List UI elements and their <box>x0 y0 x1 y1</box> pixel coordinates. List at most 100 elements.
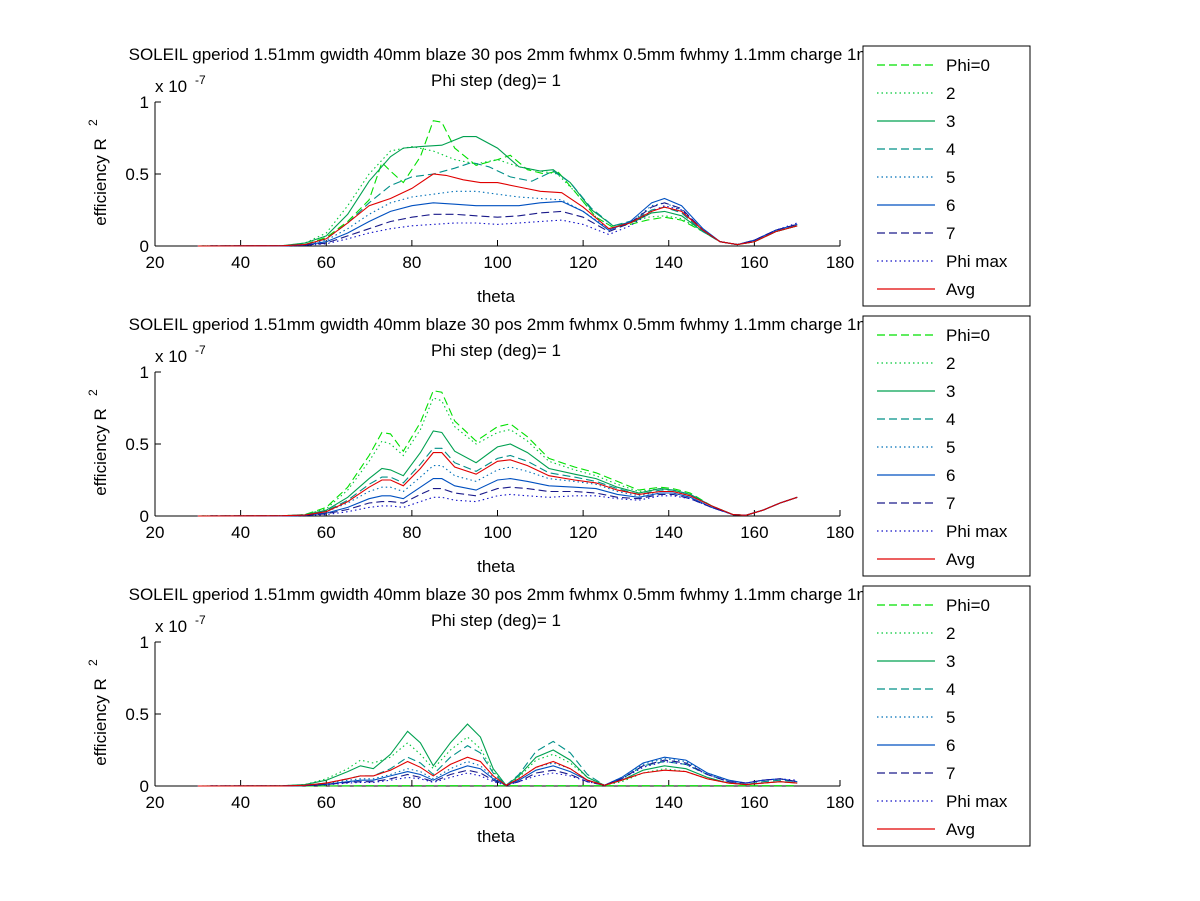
chart-title: SOLEIL gperiod 1.51mm gwidth 40mm blaze … <box>129 315 962 334</box>
y-multiplier: x 10 <box>155 617 187 636</box>
x-tick-label: 180 <box>826 253 854 272</box>
x-tick-label: 20 <box>146 523 165 542</box>
legend-entry-label: Avg <box>946 820 975 839</box>
y-tick-label: 0 <box>140 777 149 796</box>
legend-entry-label: 6 <box>946 736 955 755</box>
legend-entry-label: Phi=0 <box>946 326 990 345</box>
x-tick-label: 80 <box>402 523 421 542</box>
x-axis-label: theta <box>477 287 515 306</box>
legend-entry-label: 7 <box>946 224 955 243</box>
x-tick-label: 120 <box>569 793 597 812</box>
y-tick-label: 1 <box>140 633 149 652</box>
x-tick-label: 160 <box>740 253 768 272</box>
legend-entry-label: Avg <box>946 550 975 569</box>
x-tick-label: 100 <box>483 523 511 542</box>
x-tick-label: 100 <box>483 793 511 812</box>
chart-panel-2: 20 40 60 80 100 120 140 160 180 0 0.5 1 x 10 -7 SOLEIL… <box>86 315 1031 577</box>
x-tick-label: 80 <box>402 793 421 812</box>
y-axis-label: efficiency R <box>91 678 110 766</box>
legend-entry-label: 4 <box>946 680 955 699</box>
series-line-3 <box>197 723 798 787</box>
x-tick-label: 140 <box>655 793 683 812</box>
x-tick-label: 140 <box>655 523 683 542</box>
legend-box <box>862 45 1031 307</box>
legend: Phi=0 2 3 4 5 6 7 Phi max Avg <box>862 315 1031 577</box>
chart-title: SOLEIL gperiod 1.51mm gwidth 40mm blaze … <box>129 585 962 604</box>
y-multiplier: x 10 <box>155 347 187 366</box>
series-line-8 <box>197 205 798 247</box>
y-axis-label: efficiency R <box>91 138 110 226</box>
y-multiplier-exponent: -7 <box>195 613 206 627</box>
x-tick-label: 60 <box>317 793 336 812</box>
legend-box <box>862 585 1031 847</box>
legend-entry-label: 2 <box>946 354 955 373</box>
legend: Phi=0 2 3 4 5 6 7 Phi max Avg <box>862 45 1031 307</box>
x-tick-label: 180 <box>826 793 854 812</box>
legend-entry-label: 7 <box>946 494 955 513</box>
y-tick-label: 0 <box>140 237 149 256</box>
y-tick-label: 1 <box>140 363 149 382</box>
y-tick-label: 0.5 <box>125 435 149 454</box>
series-line-4 <box>197 161 798 247</box>
x-tick-label: 160 <box>740 523 768 542</box>
series-line-7 <box>197 486 798 517</box>
x-tick-label: 160 <box>740 793 768 812</box>
series-line-2 <box>197 146 798 247</box>
series-line-6 <box>197 478 798 517</box>
legend-entry-label: 5 <box>946 168 955 187</box>
series-line-9 <box>197 452 798 517</box>
series-line-5 <box>197 190 798 247</box>
x-tick-label: 100 <box>483 253 511 272</box>
legend-entry-label: 4 <box>946 410 955 429</box>
series-line-9 <box>197 756 798 787</box>
x-tick-label: 120 <box>569 523 597 542</box>
series-line-6 <box>197 197 798 247</box>
y-axis-label-group: efficiency R 2 <box>86 389 110 496</box>
y-axis-label-superscript: 2 <box>86 389 100 396</box>
series-line-1 <box>197 120 798 247</box>
y-axis-label-superscript: 2 <box>86 119 100 126</box>
legend-entry-label: 2 <box>946 84 955 103</box>
series-line-2 <box>197 397 798 517</box>
x-axis-label: theta <box>477 557 515 576</box>
legend-entry-label: Phi=0 <box>946 56 990 75</box>
chart-panel-3: 20 40 60 80 100 120 140 160 180 0 0.5 1 x 10 -7 SOLEIL… <box>86 585 1031 847</box>
x-tick-label: 60 <box>317 253 336 272</box>
chart-subtitle: Phi step (deg)= 1 <box>431 341 561 360</box>
legend: Phi=0 2 3 4 5 6 7 Phi max Avg <box>862 585 1031 847</box>
legend-entry-label: Avg <box>946 280 975 299</box>
legend-entry-label: Phi=0 <box>946 596 990 615</box>
legend-entry-label: 3 <box>946 652 955 671</box>
y-multiplier-exponent: -7 <box>195 73 206 87</box>
y-tick-label: 0.5 <box>125 705 149 724</box>
y-axis-label-group: efficiency R 2 <box>86 659 110 766</box>
series-line-6 <box>197 756 798 787</box>
x-tick-label: 40 <box>231 793 250 812</box>
legend-entry-label: 6 <box>946 196 955 215</box>
series-line-1 <box>197 390 798 517</box>
y-multiplier: x 10 <box>155 77 187 96</box>
x-tick-label: 60 <box>317 523 336 542</box>
legend-entry-label: Phi max <box>946 252 1008 271</box>
series-line-4 <box>197 740 798 787</box>
y-tick-label: 0.5 <box>125 165 149 184</box>
x-tick-label: 80 <box>402 253 421 272</box>
legend-entry-label: 3 <box>946 382 955 401</box>
legend-box <box>862 315 1031 577</box>
legend-entry-label: 6 <box>946 466 955 485</box>
x-tick-label: 40 <box>231 253 250 272</box>
y-axis-label-superscript: 2 <box>86 659 100 666</box>
x-tick-label: 20 <box>146 253 165 272</box>
x-tick-label: 40 <box>231 523 250 542</box>
y-multiplier-exponent: -7 <box>195 343 206 357</box>
series-line-8 <box>197 493 798 517</box>
legend-entry-label: 4 <box>946 140 955 159</box>
y-tick-label: 1 <box>140 93 149 112</box>
legend-entry-label: 5 <box>946 438 955 457</box>
x-tick-label: 180 <box>826 523 854 542</box>
legend-entry-label: 7 <box>946 764 955 783</box>
x-axis-label: theta <box>477 827 515 846</box>
series-line-5 <box>197 465 798 517</box>
legend-entry-label: 2 <box>946 624 955 643</box>
